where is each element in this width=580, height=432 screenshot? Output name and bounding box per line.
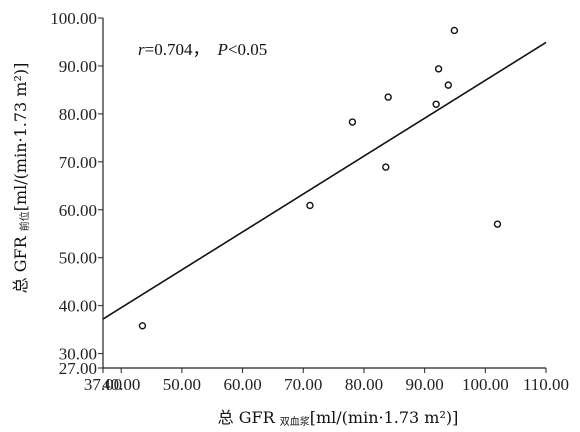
y-tick-label: 90.00 bbox=[59, 57, 97, 76]
r-symbol: r bbox=[138, 40, 145, 59]
y-tick-label: 50.00 bbox=[59, 249, 97, 268]
x-tick-label: 100.00 bbox=[462, 375, 509, 394]
data-point bbox=[306, 201, 314, 210]
x-axis-title-unit: [ml/(min·1.73 m²)] bbox=[310, 408, 459, 427]
x-tick-label: 90.00 bbox=[406, 375, 444, 394]
y-tick-label: 70.00 bbox=[59, 153, 97, 172]
axes bbox=[98, 17, 547, 373]
p-symbol: P bbox=[216, 40, 227, 59]
x-axis-title-subscript: 双血浆 bbox=[280, 415, 310, 428]
x-axis-title: 总 GFR 双血浆[ml/(min·1.73 m²)] bbox=[218, 408, 459, 428]
y-tick-label: 60.00 bbox=[59, 201, 97, 220]
x-tick-label: 50.00 bbox=[163, 375, 201, 394]
regression-line bbox=[102, 41, 547, 320]
correlation-annotation: r=0.704， P<0.05 bbox=[138, 40, 267, 59]
data-point bbox=[432, 100, 440, 109]
data-point bbox=[493, 220, 502, 228]
data-point bbox=[434, 65, 443, 73]
y-tick-label: 100.00 bbox=[50, 9, 97, 28]
data-point bbox=[348, 118, 357, 126]
y-tick-label: 27.00 bbox=[59, 359, 97, 378]
data-point bbox=[384, 93, 392, 101]
x-tick-label: 80.00 bbox=[345, 375, 383, 394]
y-tick-label: 40.00 bbox=[59, 297, 97, 316]
regression-line-group bbox=[102, 41, 547, 320]
data-points bbox=[138, 26, 502, 330]
data-point bbox=[444, 81, 452, 89]
y-tick-label: 30.00 bbox=[59, 345, 97, 364]
y-axis-title-subscript: 前位 bbox=[18, 211, 31, 231]
y-tick-label: 80.00 bbox=[59, 105, 97, 124]
x-tick-label: 40.00 bbox=[102, 375, 140, 394]
data-point bbox=[382, 163, 390, 171]
x-tick-label: 37.00 bbox=[84, 375, 122, 394]
data-point bbox=[138, 322, 147, 330]
y-axis-title-unit: [ml/(min·1.73 m²)] bbox=[11, 63, 30, 212]
x-tick-label: 60.00 bbox=[223, 375, 261, 394]
p-value: <0.05 bbox=[228, 40, 267, 59]
y-axis-title: 总 GFR 前位[ml/(min·1.73 m²)] bbox=[11, 63, 31, 294]
x-axis-title-main: 总 GFR bbox=[218, 408, 280, 427]
x-tick-label: 70.00 bbox=[284, 375, 322, 394]
x-tick-label: 110.00 bbox=[523, 375, 569, 394]
r-value: =0.704， bbox=[145, 40, 210, 59]
y-axis-title-main: 总 GFR bbox=[11, 231, 30, 293]
data-point bbox=[450, 26, 459, 35]
